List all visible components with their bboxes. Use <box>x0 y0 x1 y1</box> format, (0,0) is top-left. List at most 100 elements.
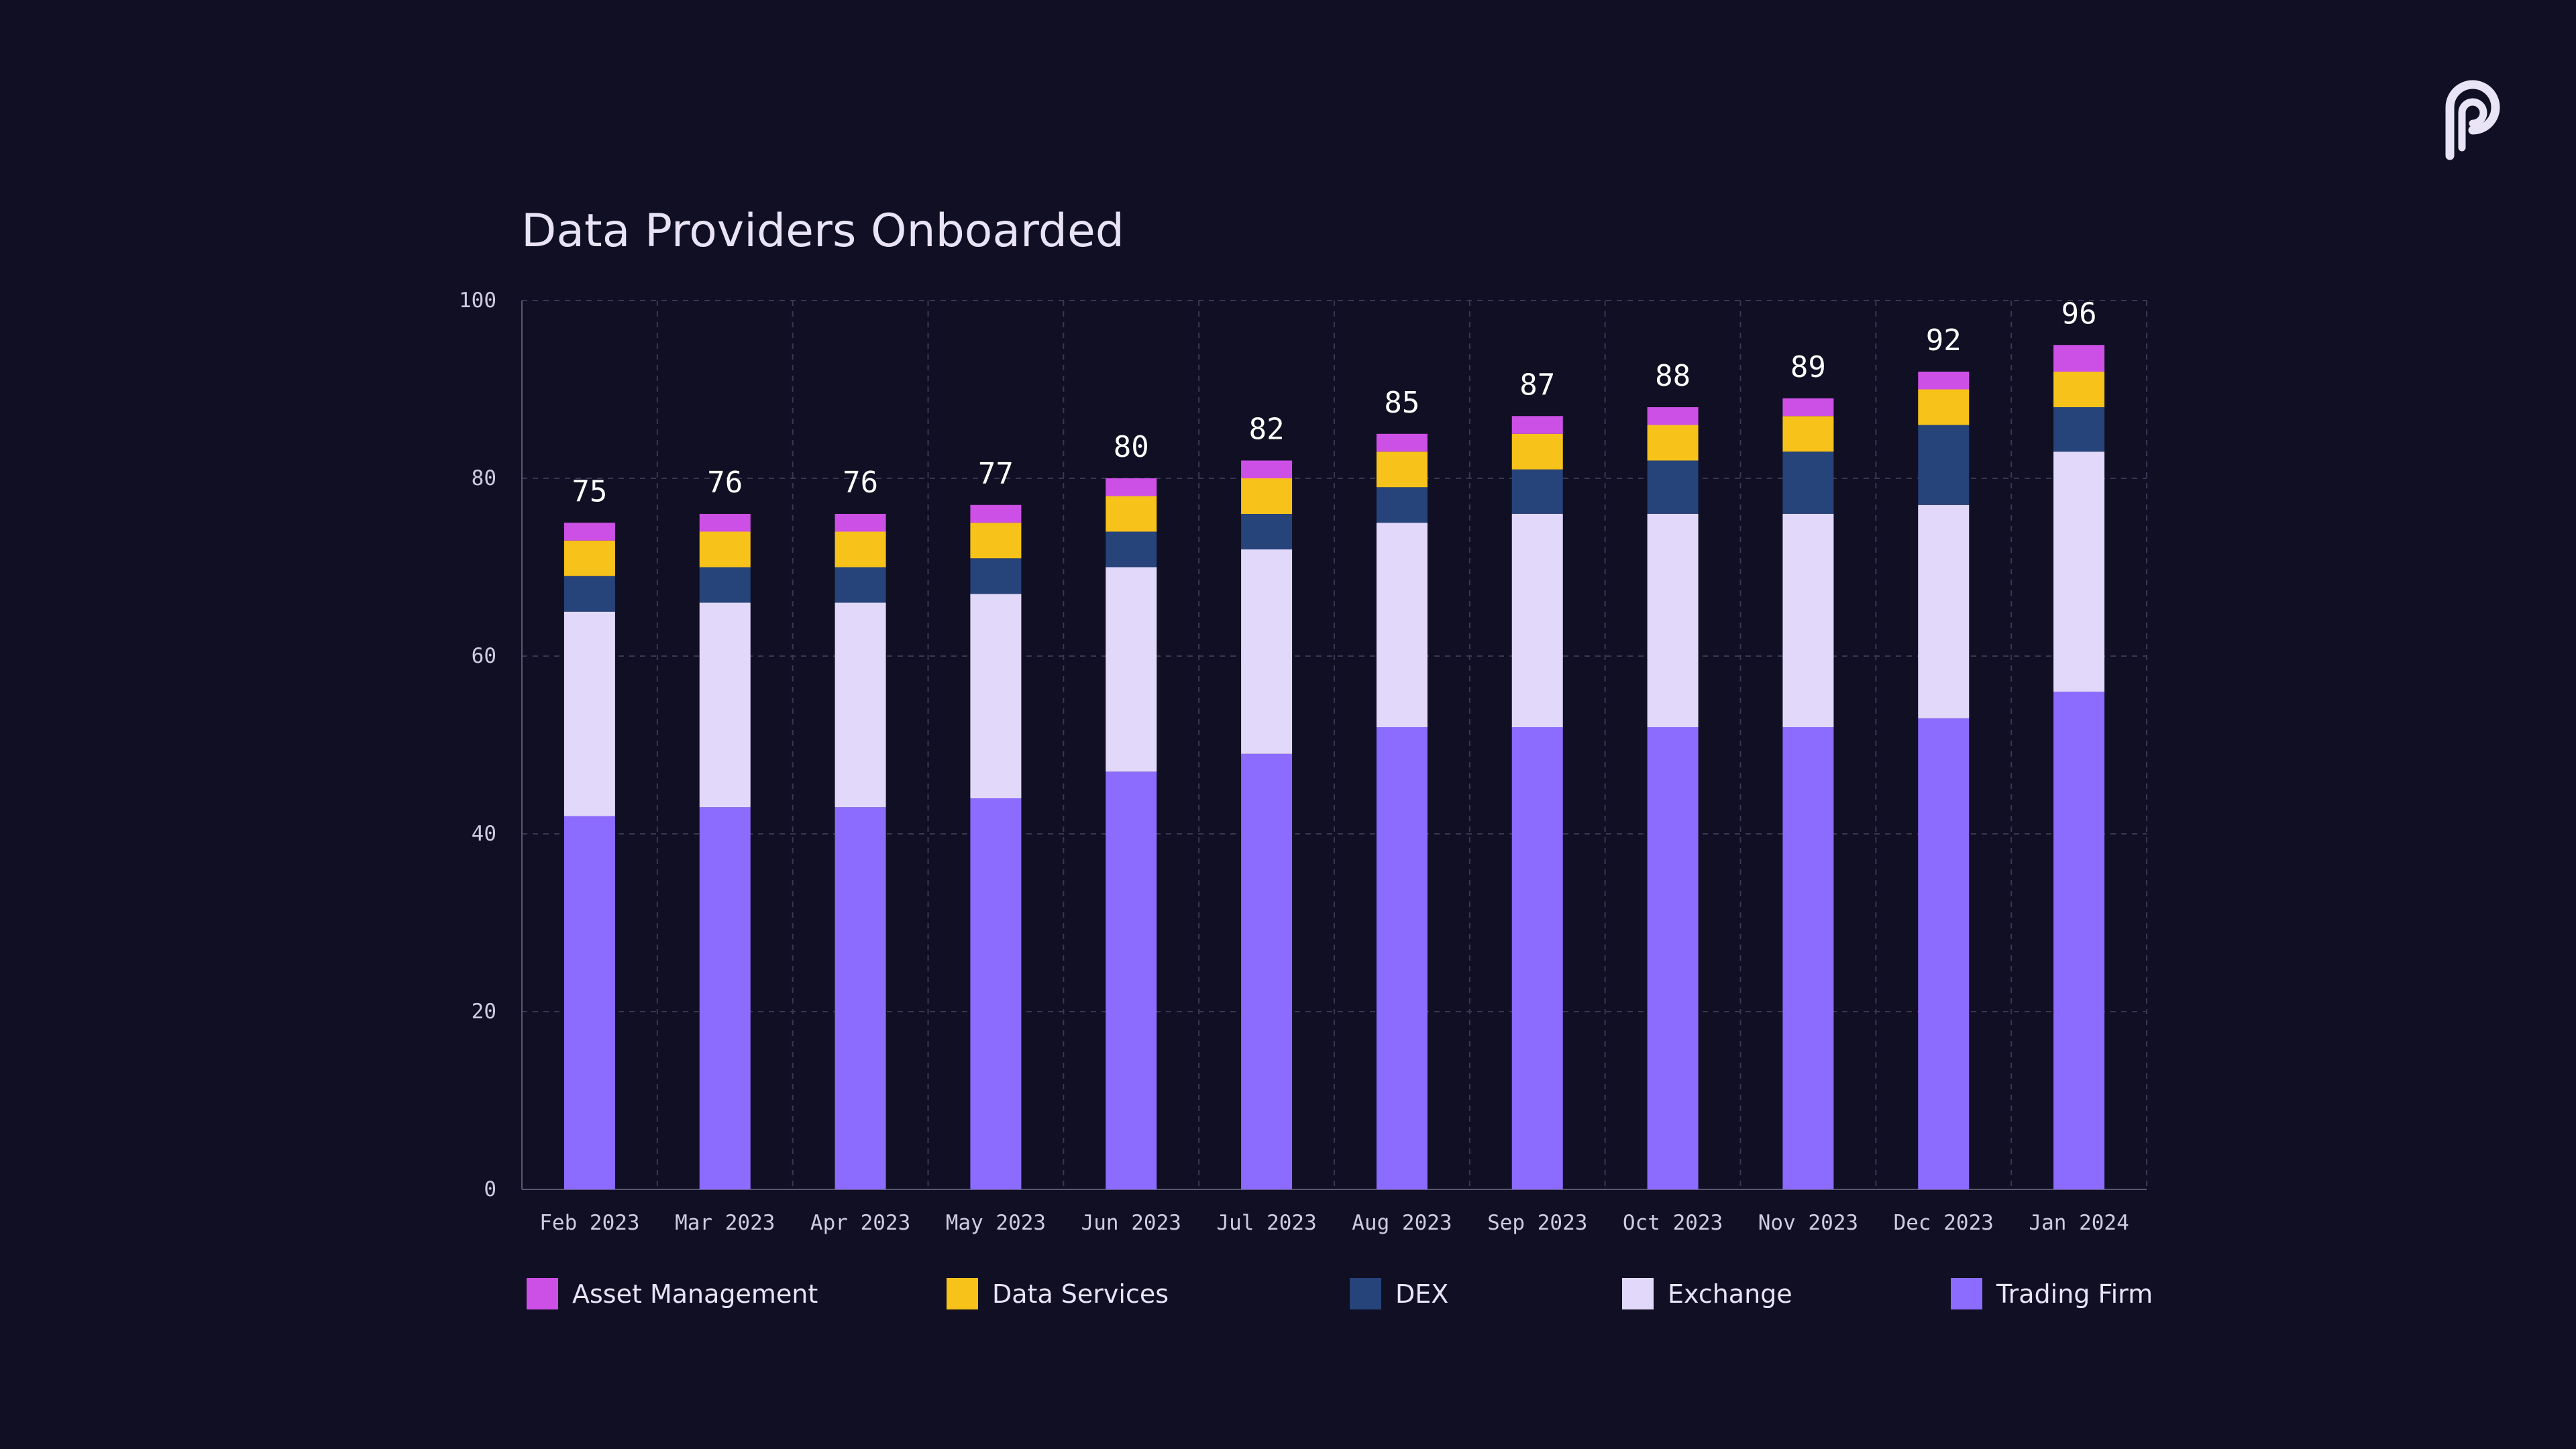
bar-segment-trading-firm <box>970 798 1022 1189</box>
bar-total-label: 77 <box>978 457 1014 491</box>
bar-segment-asset-management <box>970 504 1022 523</box>
bar-segment-dex <box>564 576 615 612</box>
legend-label: Asset Management <box>572 1279 818 1309</box>
x-tick-label: Jun 2023 <box>1081 1211 1181 1235</box>
bar-total-label: 76 <box>707 466 743 500</box>
bar-segment-exchange <box>1241 549 1293 754</box>
legend-swatch <box>947 1278 978 1309</box>
bar-segment-exchange <box>1376 523 1428 727</box>
bar-segment-dex <box>1782 451 1834 514</box>
bar-segment-asset-management <box>835 514 886 532</box>
bar-segment-asset-management <box>564 523 615 541</box>
bar-segment-dex <box>1647 460 1699 514</box>
bar-segment-data-services <box>1106 496 1157 532</box>
bar-segment-exchange <box>1647 514 1699 727</box>
y-tick-label: 0 <box>484 1177 496 1201</box>
x-tick-label: Oct 2023 <box>1623 1211 1723 1235</box>
axes: 0 20 40 60 80 100 Feb 2023 Mar 2023 Apr 2023 May … <box>459 288 2147 1235</box>
bar-segment-dex <box>1106 531 1157 568</box>
bar-segment-trading-firm <box>2053 692 2105 1189</box>
bar-segment-exchange <box>1511 514 1563 727</box>
bar-total-label: 85 <box>1384 386 1419 420</box>
bar-total-label: 87 <box>1519 368 1555 402</box>
bar-segment-asset-management <box>1106 478 1157 496</box>
bars <box>564 345 2105 1189</box>
bar-segment-data-services <box>2053 372 2105 407</box>
bar-segment-exchange <box>1106 567 1157 772</box>
bar-segment-trading-firm <box>699 807 751 1189</box>
bar-segment-exchange <box>835 602 886 808</box>
bar-segment-asset-management <box>699 514 751 532</box>
bar-segment-data-services <box>835 531 886 568</box>
bar-segment-asset-management <box>1376 433 1428 452</box>
bar-segment-data-services <box>1511 433 1563 470</box>
bar-total-label: 92 <box>1926 323 1962 358</box>
legend-label: Trading Firm <box>1996 1279 2153 1309</box>
bar-segment-data-services <box>1241 478 1293 514</box>
bar-segment-dex <box>1241 514 1293 549</box>
bar-segment-trading-firm <box>1376 727 1428 1189</box>
x-tick-label: Mar 2023 <box>675 1211 775 1235</box>
bar-segment-data-services <box>970 523 1022 559</box>
legend-label: DEX <box>1395 1279 1448 1309</box>
bar-segment-exchange <box>1782 514 1834 727</box>
bar-segment-exchange <box>970 594 1022 798</box>
bar-segment-asset-management <box>1782 398 1834 417</box>
pyth-logo-icon <box>2445 80 2500 160</box>
bar-segment-asset-management <box>1918 372 1970 390</box>
bar-segment-dex <box>1376 487 1428 523</box>
bar-segment-exchange <box>564 611 615 816</box>
bar-segment-dex <box>699 567 751 603</box>
bar-total-label: 89 <box>1790 350 1826 384</box>
bar-segment-data-services <box>564 540 615 576</box>
bar-segment-asset-management <box>2053 345 2105 372</box>
x-tick-label: May 2023 <box>946 1211 1046 1235</box>
legend-label: Data Services <box>992 1279 1169 1309</box>
legend-swatch <box>1350 1278 1381 1309</box>
x-tick-label: Jan 2024 <box>2029 1211 2129 1235</box>
y-tick-label: 80 <box>472 466 496 490</box>
bar-segment-exchange <box>1918 504 1970 718</box>
bar-segment-trading-firm <box>1782 727 1834 1189</box>
bar-segment-asset-management <box>1511 416 1563 434</box>
legend: Asset Management Data Services DEX Exchange… <box>527 1278 2153 1309</box>
y-tick-label: 40 <box>472 822 496 846</box>
chart-title: Data Providers Onboarded <box>521 205 1124 258</box>
legend-label: Exchange <box>1668 1279 1792 1309</box>
bar-total-label: 82 <box>1249 413 1285 447</box>
bar-total-label: 80 <box>1114 430 1149 464</box>
bar-segment-exchange <box>699 602 751 808</box>
x-tick-label: Dec 2023 <box>1894 1211 1994 1235</box>
bar-total-label: 75 <box>572 474 607 508</box>
bar-segment-dex <box>1511 469 1563 514</box>
bar-segment-dex <box>970 558 1022 594</box>
bar-segment-data-services <box>1647 425 1699 461</box>
bar-segment-exchange <box>2053 451 2105 692</box>
bar-segment-data-services <box>1782 416 1834 452</box>
y-tick-label: 20 <box>472 1000 496 1024</box>
data-labels: 75 76 76 77 80 82 85 87 88 89 92 96 <box>572 297 2096 508</box>
bar-total-label: 76 <box>843 466 878 500</box>
x-tick-label: Nov 2023 <box>1758 1211 1858 1235</box>
bar-segment-asset-management <box>1241 460 1293 478</box>
x-tick-label: Feb 2023 <box>539 1211 639 1235</box>
bar-segment-data-services <box>699 531 751 568</box>
x-tick-label: Aug 2023 <box>1352 1211 1452 1235</box>
bar-segment-trading-firm <box>835 807 886 1189</box>
bar-segment-dex <box>2053 407 2105 452</box>
bar-total-label: 88 <box>1655 359 1690 393</box>
bar-total-label: 96 <box>2061 297 2097 331</box>
bar-segment-dex <box>1918 425 1970 505</box>
bar-segment-asset-management <box>1647 407 1699 425</box>
bar-segment-trading-firm <box>1106 771 1157 1189</box>
bar-segment-dex <box>835 567 886 603</box>
bar-segment-trading-firm <box>1241 753 1293 1189</box>
bar-segment-trading-firm <box>1918 718 1970 1189</box>
bar-segment-trading-firm <box>564 816 615 1189</box>
bar-segment-data-services <box>1918 389 1970 425</box>
bar-segment-trading-firm <box>1647 727 1699 1189</box>
bar-segment-trading-firm <box>1511 727 1563 1189</box>
legend-swatch <box>1951 1278 1982 1309</box>
